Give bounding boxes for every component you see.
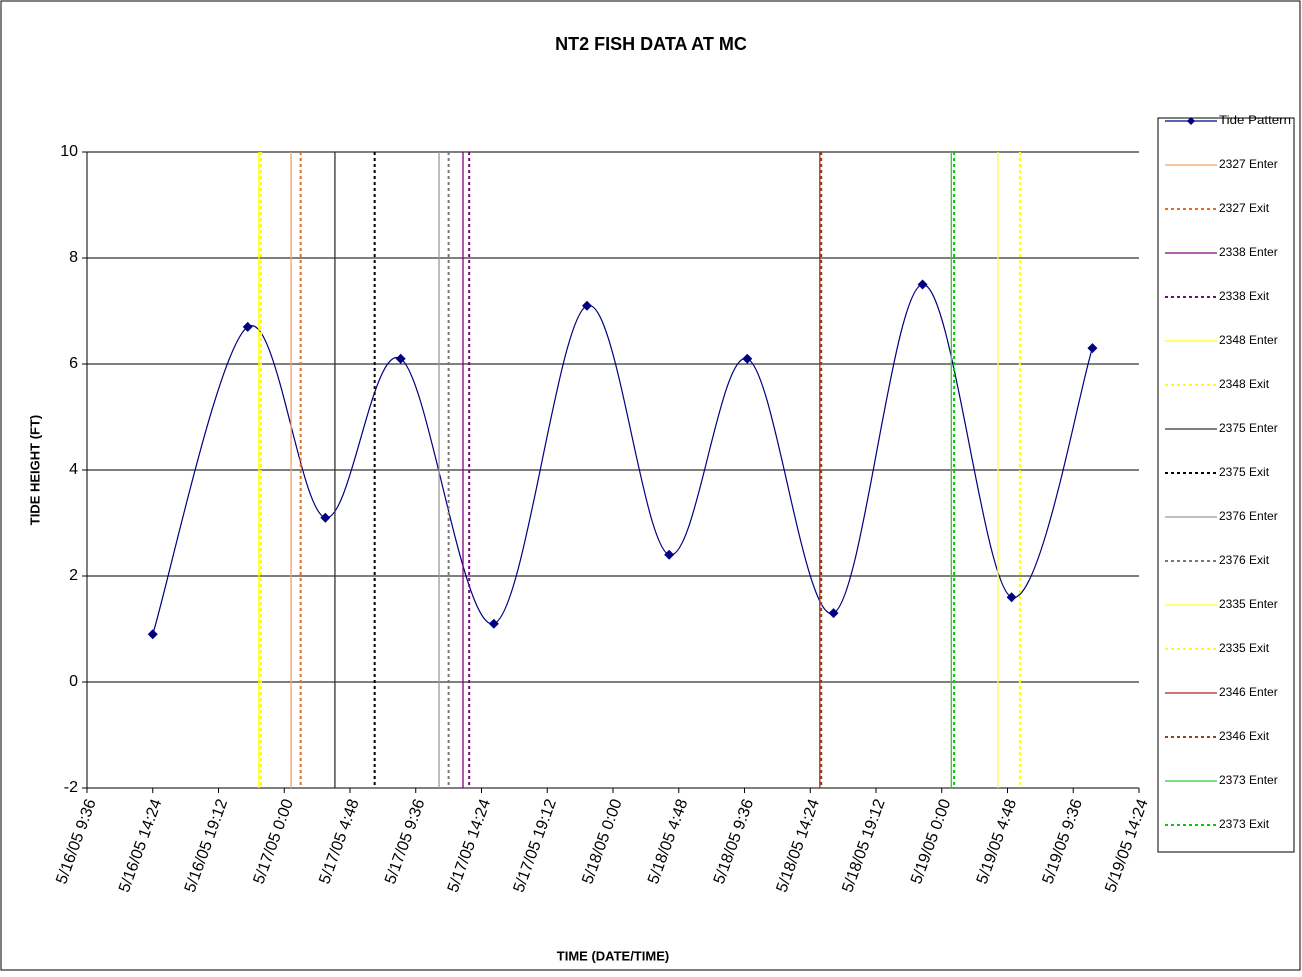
legend-label: 2348 Exit xyxy=(1219,377,1270,391)
chart-title: NT2 FISH DATA AT MC xyxy=(555,34,747,54)
y-tick-label: 6 xyxy=(69,355,78,372)
y-tick-label: 2 xyxy=(69,567,78,584)
x-axis-label: TIME (DATE/TIME) xyxy=(557,948,669,963)
legend-label: 2375 Enter xyxy=(1219,421,1278,435)
data-point xyxy=(320,512,331,523)
legend-label: 2375 Exit xyxy=(1219,465,1270,479)
data-point xyxy=(1006,592,1017,603)
legend-label: 2346 Exit xyxy=(1219,729,1270,743)
data-point xyxy=(395,353,406,364)
legend-marker xyxy=(1187,117,1195,125)
legend-label: 2376 Exit xyxy=(1219,553,1270,567)
data-point xyxy=(581,300,592,311)
y-tick-label: 4 xyxy=(69,461,78,478)
data-point xyxy=(742,353,753,364)
data-point xyxy=(488,618,499,629)
data-point xyxy=(147,629,158,640)
data-point xyxy=(828,608,839,619)
tide-line xyxy=(152,283,1094,635)
y-tick-label: 0 xyxy=(69,673,78,690)
legend-box xyxy=(1157,117,1295,853)
legend-label: 2373 Enter xyxy=(1219,773,1278,787)
legend-label: 2338 Exit xyxy=(1219,289,1270,303)
y-axis-label: TIDE HEIGHT (FT) xyxy=(27,415,42,526)
data-point xyxy=(242,321,253,332)
y-tick-label: 10 xyxy=(60,143,78,160)
legend-label: 2346 Enter xyxy=(1219,685,1278,699)
legend-label: 2373 Exit xyxy=(1219,817,1270,831)
y-tick-label: -2 xyxy=(64,779,78,796)
legend-label: 2327 Enter xyxy=(1219,157,1278,171)
data-point xyxy=(917,279,928,290)
legend-label: 2327 Exit xyxy=(1219,201,1270,215)
data-point xyxy=(1087,343,1098,354)
legend-label: 2335 Exit xyxy=(1219,641,1270,655)
legend-label: 2348 Enter xyxy=(1219,333,1278,347)
legend-label: 2376 Enter xyxy=(1219,509,1278,523)
legend-label: 2335 Enter xyxy=(1219,597,1278,611)
data-point xyxy=(664,549,675,560)
legend-label: 2338 Enter xyxy=(1219,245,1278,259)
y-tick-label: 8 xyxy=(69,249,78,266)
legend-label: Tide Pattern xyxy=(1219,113,1291,127)
